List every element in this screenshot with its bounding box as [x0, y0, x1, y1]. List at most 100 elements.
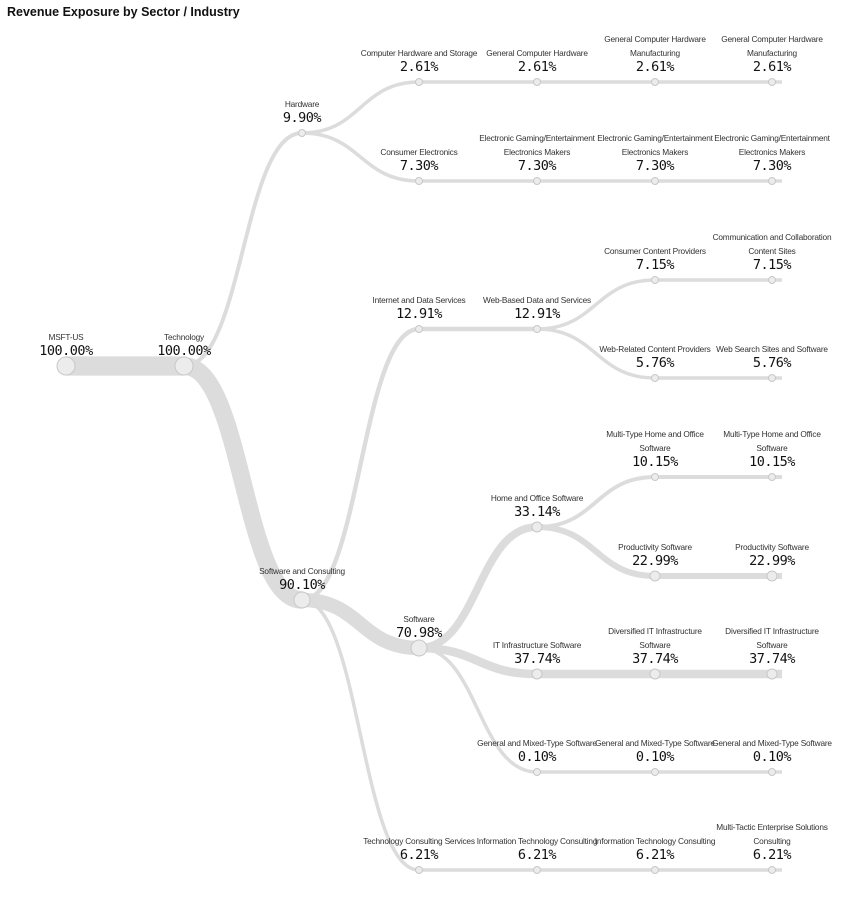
tree-node-gmts3[interactable] [768, 768, 776, 776]
tree-node-egem[interactable] [533, 177, 541, 185]
node-name: Electronic Gaming/Entertainment Electron… [714, 133, 830, 157]
tree-node-itc[interactable] [533, 866, 541, 874]
tree-node-mth2[interactable] [768, 473, 776, 481]
node-name: General and Mixed-Type Software [595, 738, 715, 748]
tree-node-prod2[interactable] [766, 570, 778, 582]
node-label-dit1: Diversified IT Infrastructure Software 37… [593, 624, 717, 666]
tree-nodes [56, 78, 778, 874]
node-value: 0.10% [752, 749, 792, 765]
node-value: 100.00% [39, 343, 93, 359]
node-name: General and Mixed-Type Software [712, 738, 832, 748]
node-name: Home and Office Software [490, 493, 584, 503]
tree-node-itc2[interactable] [651, 866, 659, 874]
tree-node-sc[interactable] [293, 591, 311, 609]
tree-link-ids [301, 326, 420, 603]
node-name: Web Search Sites and Software [716, 344, 828, 354]
node-name: General Computer Hardware Manufacturing [721, 34, 823, 58]
node-label-dit2: Diversified IT Infrastructure Software 37… [710, 624, 834, 666]
tree-node-ce[interactable] [415, 177, 423, 185]
node-name: Productivity Software [618, 542, 692, 552]
node-label-itc2: Information Technology Consulting 6.21% [593, 834, 717, 862]
node-value: 7.15% [635, 257, 675, 273]
tree-node-wss[interactable] [768, 374, 776, 382]
tree-node-gmts2[interactable] [651, 768, 659, 776]
node-name: Software [403, 614, 435, 624]
tree-node-egem2[interactable] [651, 177, 659, 185]
node-label-egem3: Electronic Gaming/Entertainment Electron… [710, 131, 834, 173]
tree-node-wbds[interactable] [533, 325, 541, 333]
tree-link-sc [182, 357, 304, 609]
node-label-mth1: Multi-Type Home and Office Software 10.15… [593, 427, 717, 469]
node-name: Information Technology Consulting [476, 836, 598, 846]
tree-node-gchm1[interactable] [651, 78, 659, 86]
tree-node-ccs[interactable] [768, 276, 776, 284]
node-label-mth2: Multi-Type Home and Office Software 10.15… [710, 427, 834, 469]
tree-node-gchm2[interactable] [768, 78, 776, 86]
node-label-itc: Information Technology Consulting 6.21% [475, 834, 599, 862]
page-title: Revenue Exposure by Sector / Industry [7, 5, 240, 19]
node-value: 90.10% [279, 577, 325, 593]
node-name: Information Technology Consulting [594, 836, 716, 846]
tree-node-mtes[interactable] [768, 866, 776, 874]
node-value: 0.10% [517, 749, 557, 765]
node-name: Electronic Gaming/Entertainment Electron… [479, 133, 595, 157]
node-label-mtes: Multi-Tactic Enterprise Solutions Consul… [710, 820, 834, 862]
node-value: 22.99% [749, 553, 795, 569]
tree-link-hos [418, 523, 538, 652]
node-name: Web-Related Content Providers [599, 344, 711, 354]
node-name: Multi-Type Home and Office Software [606, 429, 704, 453]
tree-links [66, 80, 782, 872]
node-name: Hardware [284, 99, 320, 109]
node-value: 7.30% [752, 158, 792, 174]
node-value: 7.30% [517, 158, 557, 174]
tree-node-egem3[interactable] [768, 177, 776, 185]
node-name: General Computer Hardware [486, 48, 588, 58]
node-value: 70.98% [396, 625, 442, 641]
tree-node-dit1[interactable] [649, 668, 661, 680]
node-label-prod2: Productivity Software 22.99% [710, 540, 834, 568]
node-label-gch: General Computer Hardware 2.61% [475, 46, 599, 74]
node-value: 2.61% [517, 59, 557, 75]
tree-node-chs[interactable] [415, 78, 423, 86]
tree-node-dit2[interactable] [766, 668, 778, 680]
tree-node-ccp[interactable] [651, 276, 659, 284]
node-value: 2.61% [752, 59, 792, 75]
tree-node-hos[interactable] [531, 521, 543, 533]
tree-link-hw [183, 131, 303, 368]
node-label-msft: MSFT-US 100.00% [4, 330, 128, 358]
tree-node-itis[interactable] [531, 668, 543, 680]
tree-node-tech[interactable] [174, 356, 194, 376]
node-value: 6.21% [752, 847, 792, 863]
node-label-sw: Software 70.98% [357, 612, 481, 640]
node-name: Consumer Electronics [380, 147, 458, 157]
node-value: 37.74% [632, 651, 678, 667]
node-label-ids: Internet and Data Services 12.91% [357, 293, 481, 321]
tree-node-prod1[interactable] [649, 570, 661, 582]
node-name: Productivity Software [735, 542, 809, 552]
node-name: Technology Consulting Services [363, 836, 475, 846]
node-label-ccp: Consumer Content Providers 7.15% [593, 244, 717, 272]
tree-node-wrcp[interactable] [651, 374, 659, 382]
node-value: 7.30% [399, 158, 439, 174]
node-name: Diversified IT Infrastructure Software [608, 626, 702, 650]
node-label-gmts3: General and Mixed-Type Software 0.10% [710, 736, 834, 764]
tree-node-sw[interactable] [410, 639, 428, 657]
node-value: 0.10% [635, 749, 675, 765]
node-label-hw: Hardware 9.90% [240, 97, 364, 125]
tree-node-mth1[interactable] [651, 473, 659, 481]
tree-node-tcs[interactable] [415, 866, 423, 874]
tree-link-itis [418, 643, 538, 679]
node-label-chs: Computer Hardware and Storage 2.61% [357, 46, 481, 74]
node-name: Technology [164, 332, 204, 342]
node-name: Electronic Gaming/Entertainment Electron… [597, 133, 713, 157]
tree-node-hw[interactable] [298, 129, 306, 137]
tree-node-ids[interactable] [415, 325, 423, 333]
node-name: Web-Based Data and Services [483, 295, 591, 305]
tree-node-gch[interactable] [533, 78, 541, 86]
node-value: 10.15% [749, 454, 795, 470]
node-value: 10.15% [632, 454, 678, 470]
tree-node-gmts[interactable] [533, 768, 541, 776]
node-label-sc: Software and Consulting 90.10% [240, 564, 364, 592]
tree-node-msft[interactable] [56, 356, 76, 376]
